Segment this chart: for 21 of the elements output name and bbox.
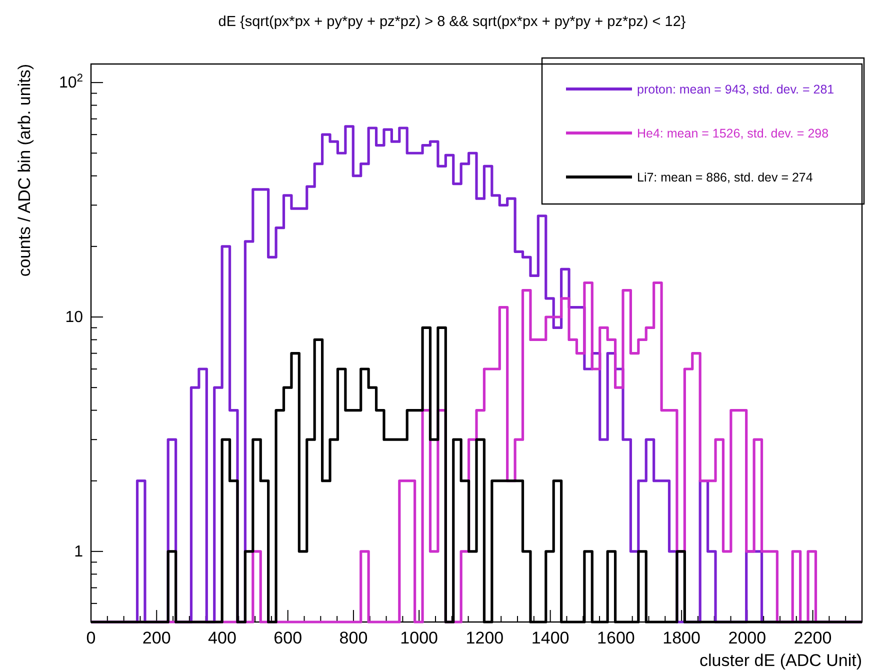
text: proton: mean = 943, std. dev. = 281	[637, 82, 834, 96]
y-tick-label: 1	[74, 544, 84, 561]
x-tick-label: 600	[274, 628, 302, 648]
y-tick-label: 10$^{2}$	[58, 72, 83, 92]
x-tick-label: 800	[339, 628, 368, 648]
x-tick-label: 2000	[728, 628, 766, 648]
chart-title: dE {sqrt(px*px + py*py + pz*pz) > 8 && sqrt(px*px + py*py + pz*pz) < 12}	[218, 14, 686, 30]
x-tick-label: 2200	[794, 628, 832, 648]
x-tick-label: 400	[208, 628, 236, 648]
x-tick-label: 1600	[597, 628, 635, 648]
x-tick-label: 1800	[662, 628, 700, 648]
y-tick-label: 10	[65, 309, 84, 326]
text: He4: mean = 1526, std. dev. = 298	[637, 126, 829, 140]
x-axis-title: cluster dE (ADC Unit)	[700, 651, 862, 670]
x-tick-label: 1200	[466, 628, 504, 648]
x-tick-label: 1400	[531, 628, 570, 648]
x-tick-label: 1000	[400, 628, 438, 648]
x-tick-label: 200	[142, 628, 171, 648]
text: Li7: mean = 886, std. dev = 274	[637, 170, 813, 184]
x-tick-label: 0	[86, 628, 96, 648]
y-axis-title: counts / ADC bin (arb. units)	[15, 64, 34, 277]
